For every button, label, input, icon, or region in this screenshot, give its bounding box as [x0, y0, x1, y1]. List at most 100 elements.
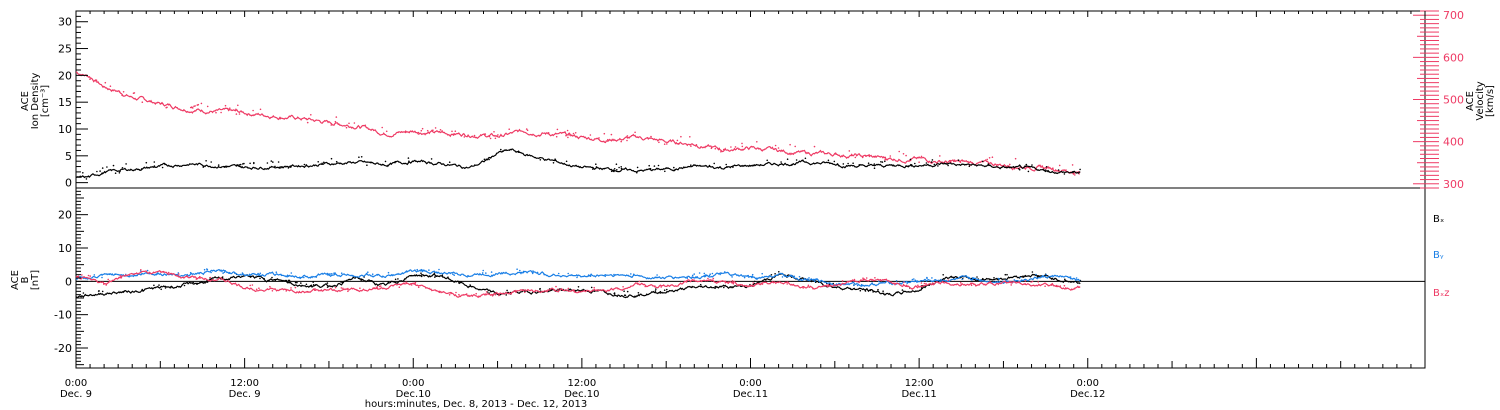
density-axis-tick-label: 20	[58, 69, 72, 82]
x-tick-label-time: 12:00	[905, 378, 934, 389]
velocity-series-point	[1037, 164, 1040, 167]
by-series-point	[691, 276, 693, 278]
density-series-point	[1044, 169, 1046, 171]
by-series-point	[1005, 279, 1007, 282]
bz-series-point	[306, 291, 309, 293]
density-series-point	[732, 166, 734, 168]
by-series-point	[604, 275, 606, 278]
velocity-series-point	[718, 147, 720, 150]
bz-series-point	[1073, 287, 1076, 290]
by-series-point	[351, 274, 354, 277]
velocity-series-point	[238, 113, 241, 115]
velocity-series-point	[566, 129, 569, 132]
velocity-series-point	[441, 130, 443, 132]
density-series-point	[987, 163, 990, 165]
bz-series-point	[925, 282, 927, 285]
bz-series-point	[398, 286, 401, 289]
velocity-series-point	[734, 146, 737, 148]
bx-series-point	[765, 280, 767, 283]
by-series-point	[895, 280, 898, 282]
by-series-point	[114, 273, 116, 275]
by-series-point	[911, 278, 914, 281]
velocity-axis-tick-label: 600	[1443, 51, 1464, 64]
by-series-point	[968, 277, 970, 279]
bx-series-point	[699, 283, 702, 286]
by-series-point	[1069, 276, 1072, 278]
bx-series-point	[582, 288, 584, 291]
bz-series-point	[271, 290, 274, 292]
bz-series-point	[458, 293, 460, 296]
by-series-point	[155, 273, 158, 275]
bz-series-point	[902, 283, 905, 286]
by-series-point	[755, 277, 758, 280]
bx-series-point	[160, 288, 162, 291]
bx-series-point	[654, 290, 657, 292]
bx-series-point	[869, 289, 872, 292]
velocity-series-point	[902, 153, 905, 155]
velocity-series-point	[873, 155, 876, 158]
density-series-point	[946, 163, 949, 165]
bz-series-point	[485, 291, 488, 293]
by-series-point	[856, 284, 859, 287]
density-series-point	[616, 169, 618, 171]
bz-series-point	[1044, 285, 1046, 288]
density-series-point	[930, 161, 933, 163]
density-series-point	[483, 158, 486, 161]
by-series-point	[613, 273, 615, 276]
density-series-point	[112, 164, 115, 167]
bz-series-point	[510, 293, 512, 295]
density-series-point	[827, 159, 830, 162]
by-series-point	[935, 279, 937, 282]
bz-series-point	[752, 285, 755, 288]
bz-series-point	[920, 282, 923, 284]
density-series-point	[407, 157, 410, 159]
bz-series-point	[314, 288, 316, 290]
velocity-series-point	[567, 136, 569, 139]
bx-series-point	[877, 288, 879, 291]
bx-series-point	[206, 281, 209, 283]
density-series-point	[836, 163, 839, 165]
bx-series-point	[993, 277, 995, 279]
density-series-line	[75, 148, 1081, 179]
by-series-point	[724, 271, 726, 273]
by-series-point	[452, 273, 454, 276]
density-series-point	[330, 157, 333, 160]
density-series-point	[121, 167, 124, 169]
density-series-point	[138, 169, 141, 171]
x-tick-label-day: Dec.10	[564, 389, 599, 400]
bz-series-point	[732, 281, 734, 284]
density-series-point	[335, 160, 338, 163]
bx-series-point	[1031, 271, 1034, 273]
density-series-point	[1047, 169, 1049, 172]
velocity-series-point	[634, 131, 636, 134]
velocity-series-point	[109, 85, 112, 87]
velocity-series-point	[690, 145, 692, 147]
density-series-point	[753, 164, 755, 166]
by-series-point	[557, 272, 560, 275]
velocity-series-point	[1058, 164, 1061, 167]
by-series-point	[371, 273, 374, 276]
bz-series-point	[757, 283, 759, 285]
by-series-point	[720, 272, 722, 274]
bz-series-point	[285, 290, 288, 292]
density-series-point	[517, 151, 520, 153]
bz-series-point	[546, 290, 548, 293]
density-series-point	[366, 164, 368, 166]
velocity-series-point	[334, 120, 337, 123]
bz-series-point	[356, 289, 358, 291]
bz-series-point	[159, 271, 162, 273]
velocity-series-point	[861, 156, 864, 158]
velocity-series-point	[789, 143, 791, 146]
density-series-point	[802, 159, 804, 161]
velocity-series-point	[920, 155, 923, 158]
density-series-point	[620, 166, 622, 168]
by-series-point	[631, 276, 633, 278]
bx-series-point	[300, 282, 302, 284]
by-series-point	[303, 276, 305, 279]
bx-series-point	[859, 289, 862, 292]
velocity-series-point	[463, 136, 466, 138]
by-series-point	[531, 272, 534, 275]
bz-series-point	[555, 285, 557, 288]
bx-series-point	[590, 286, 593, 289]
bz-series-point	[1031, 280, 1034, 283]
